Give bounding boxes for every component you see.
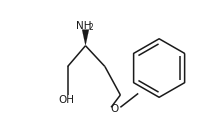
Text: 2: 2	[88, 23, 93, 32]
Polygon shape	[82, 30, 89, 46]
Text: O: O	[110, 104, 118, 114]
Text: OH: OH	[58, 95, 74, 105]
Text: NH: NH	[76, 21, 92, 31]
